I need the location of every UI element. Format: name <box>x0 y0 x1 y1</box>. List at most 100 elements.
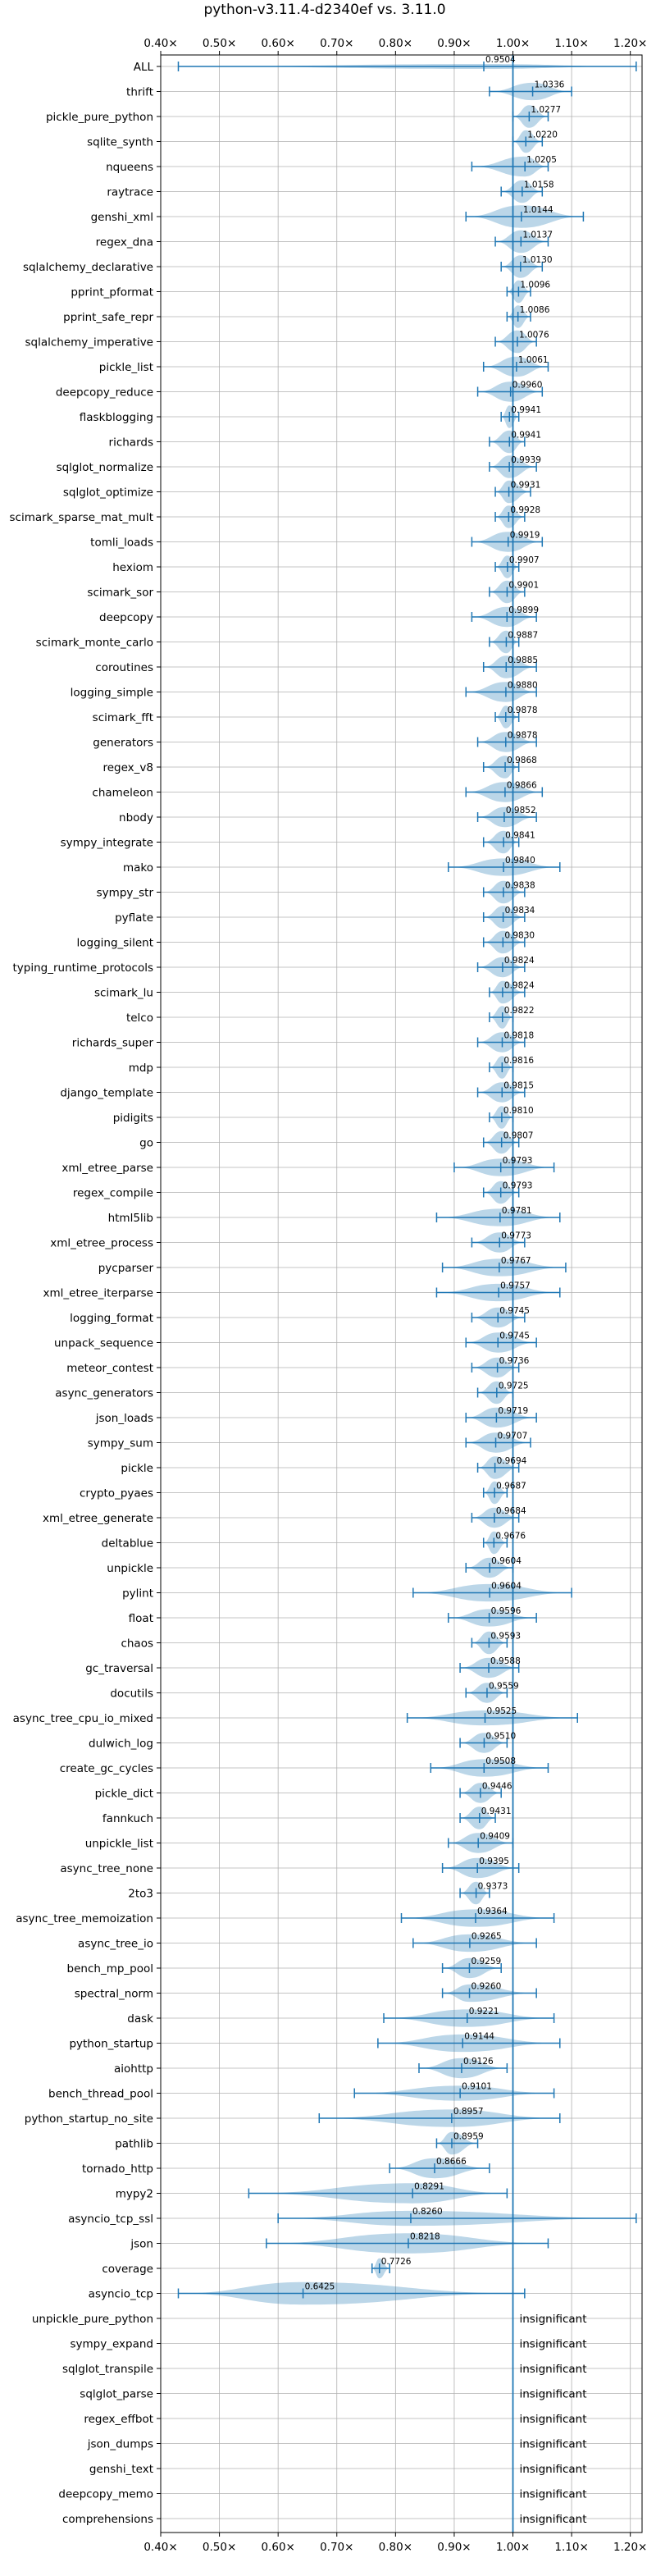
y-tick-label-python_startup_no_site: python_startup_no_site <box>25 2112 153 2126</box>
mean-label-async_generators: 0.9725 <box>499 1382 529 1391</box>
y-tick-label-logging_simple: logging_simple <box>71 687 153 700</box>
mean-label-deepcopy: 0.9899 <box>508 605 539 615</box>
x-tick-label-top-7: 1.10× <box>554 37 588 50</box>
violin-scimark_lu <box>489 980 526 1004</box>
violin-unpickle_list <box>448 1833 514 1853</box>
x-tick-label-bottom-5: 0.90× <box>437 2541 471 2554</box>
violin-2to3 <box>459 1881 490 1905</box>
violin-logging_simple <box>465 682 537 702</box>
mean-label-xml_etree_iterparse: 0.9757 <box>500 1281 531 1291</box>
mean-label-pidigits: 0.9810 <box>503 1106 534 1116</box>
y-tick-label-unpack_sequence: unpack_sequence <box>54 1337 153 1350</box>
violin-generators <box>476 732 537 752</box>
mean-label-unpickle: 0.9604 <box>491 1556 522 1566</box>
mean-label-typing_runtime_protocols: 0.9824 <box>504 956 535 966</box>
x-tick-label-bottom-0: 0.40× <box>144 2541 177 2554</box>
violin-crypto_pyaes <box>482 1481 508 1505</box>
violin-xml_etree_parse <box>453 1158 555 1176</box>
mean-label-unpack_sequence: 0.9745 <box>499 1331 530 1341</box>
mean-label-pickle_list: 1.0061 <box>518 355 549 365</box>
insignificant-label-sympy_expand: insignificant <box>520 2338 587 2351</box>
mean-label-pickle: 0.9694 <box>497 1456 527 1466</box>
y-tick-label-genshi_xml: genshi_xml <box>91 211 153 224</box>
mean-label-nbody: 0.9852 <box>506 806 536 815</box>
mean-label-raytrace: 1.0158 <box>524 180 554 190</box>
mean-label-scimark_lu: 0.9824 <box>504 981 535 991</box>
violin-async_tree_memoization <box>400 1909 555 1927</box>
violin-sqlalchemy_imperative <box>494 330 537 354</box>
violin-xml_etree_iterparse <box>435 1283 561 1302</box>
y-tick-label-sqlite_synth: sqlite_synth <box>87 136 153 149</box>
violin-chaos <box>471 1631 508 1655</box>
violin-flaskblogging <box>500 405 520 428</box>
y-tick-label-scimark_sparse_mat_mult: scimark_sparse_mat_mult <box>10 511 153 524</box>
violin-async_tree_none <box>441 1857 520 1879</box>
violin-json_loads <box>465 1407 537 1428</box>
violin-python_startup <box>377 2034 561 2053</box>
mean-label-aiohttp: 0.9126 <box>463 2057 494 2067</box>
mean-label-chameleon: 0.9866 <box>507 781 537 791</box>
y-tick-label-async_tree_none: async_tree_none <box>60 1862 153 1875</box>
y-tick-label-async_generators: async_generators <box>55 1387 153 1400</box>
mean-label-python_startup_no_site: 0.8957 <box>453 2107 484 2117</box>
y-tick-label-async_tree_io: async_tree_io <box>78 1938 153 1951</box>
y-tick-label-nbody: nbody <box>119 811 153 824</box>
y-tick-label-crypto_pyaes: crypto_pyaes <box>80 1487 153 1500</box>
y-tick-label-ALL: ALL <box>134 61 154 74</box>
mean-label-deltablue: 0.9676 <box>495 1532 526 1541</box>
violin-nbody <box>476 806 537 828</box>
y-tick-label-hexiom: hexiom <box>112 561 153 574</box>
mean-label-richards_super: 0.9818 <box>503 1031 534 1041</box>
y-tick-label-xml_etree_process: xml_etree_process <box>50 1237 153 1250</box>
y-tick-label-pathlib: pathlib <box>115 2138 153 2151</box>
mean-label-asyncio_tcp_ssl: 0.8260 <box>412 2207 443 2217</box>
y-tick-label-django_template: django_template <box>60 1087 153 1100</box>
violin-scimark_monte_carlo <box>489 630 520 654</box>
mean-label-python_startup: 0.9144 <box>464 2032 494 2042</box>
x-tick-label-bottom-2: 0.60× <box>261 2541 294 2554</box>
y-tick-label-chameleon: chameleon <box>92 787 153 800</box>
mean-label-xml_etree_generate: 0.9684 <box>496 1506 526 1516</box>
mean-label-sqlalchemy_imperative: 1.0076 <box>519 331 549 340</box>
x-tick-label-top-6: 1.00× <box>496 37 530 50</box>
y-tick-label-sqlalchemy_imperative: sqlalchemy_imperative <box>25 336 154 349</box>
mean-label-pickle_pure_python: 1.0277 <box>531 105 561 115</box>
violin-dask <box>383 2009 555 2027</box>
y-tick-label-go: go <box>139 1137 153 1150</box>
y-tick-label-deepcopy_memo: deepcopy_memo <box>58 2488 153 2501</box>
violin-float <box>448 1609 537 1627</box>
violin-mako <box>448 858 561 876</box>
y-tick-label-generators: generators <box>93 737 153 750</box>
mean-label-mdp: 0.9816 <box>503 1056 534 1066</box>
y-tick-label-logging_format: logging_format <box>70 1312 153 1325</box>
mean-label-2to3: 0.9373 <box>478 1882 508 1892</box>
y-tick-label-asyncio_tcp: asyncio_tcp <box>89 2288 153 2301</box>
y-tick-label-deltablue: deltablue <box>102 1537 153 1551</box>
violin-tornado_http <box>389 2158 490 2179</box>
mean-label-chaos: 0.9593 <box>490 1632 521 1642</box>
y-tick-label-python_startup: python_startup <box>69 2038 153 2051</box>
mean-label-sqlglot_normalize: 0.9939 <box>511 455 541 465</box>
mean-label-telco: 0.9822 <box>504 1006 535 1016</box>
mean-label-dulwich_log: 0.9510 <box>485 1732 516 1742</box>
y-tick-label-pylint: pylint <box>122 1587 153 1601</box>
mean-label-scimark_sparse_mat_mult: 0.9928 <box>510 505 540 515</box>
violin-pylint <box>412 1583 572 1602</box>
y-tick-label-pidigits: pidigits <box>113 1112 153 1125</box>
y-tick-label-xml_etree_iterparse: xml_etree_iterparse <box>43 1287 154 1300</box>
violin-tomli_loads <box>471 532 544 552</box>
violin-pickle <box>476 1456 520 1479</box>
mean-label-sympy_sum: 0.9707 <box>498 1432 528 1441</box>
mean-label-pickle_dict: 0.9446 <box>482 1782 512 1792</box>
mean-label-crypto_pyaes: 0.9687 <box>496 1482 526 1491</box>
y-tick-label-pickle_dict: pickle_dict <box>95 1788 153 1801</box>
mean-label-async_tree_none: 0.9395 <box>479 1857 509 1866</box>
y-tick-label-unpickle_list: unpickle_list <box>85 1838 153 1851</box>
mean-label-generators: 0.9878 <box>508 731 538 741</box>
y-tick-label-pickle_pure_python: pickle_pure_python <box>46 111 153 124</box>
y-tick-label-bench_thread_pool: bench_thread_pool <box>48 2088 153 2101</box>
violin-xml_etree_generate <box>471 1507 520 1528</box>
violin-async_tree_cpu_io_mixed <box>406 1710 579 1726</box>
violin-unpack_sequence <box>465 1332 537 1353</box>
